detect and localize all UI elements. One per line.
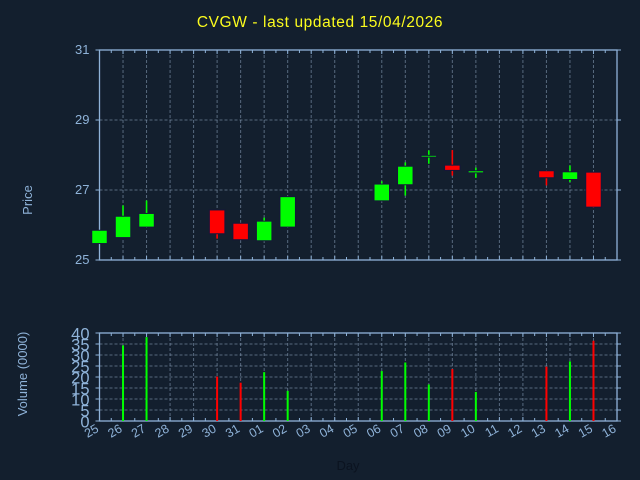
svg-text:12: 12 [505,421,524,440]
svg-text:30: 30 [200,421,219,440]
svg-text:05: 05 [341,421,360,440]
svg-text:09: 09 [435,421,454,440]
svg-text:10: 10 [458,421,477,440]
svg-text:02: 02 [270,421,289,440]
svg-text:40: 40 [71,325,89,343]
svg-text:08: 08 [411,421,430,440]
svg-text:04: 04 [317,421,336,440]
svg-text:31: 31 [75,42,89,57]
svg-text:31: 31 [223,421,242,440]
svg-text:14: 14 [552,421,571,440]
svg-text:11: 11 [483,421,501,440]
svg-text:13: 13 [529,421,548,440]
svg-text:29: 29 [176,421,195,440]
svg-text:27: 27 [75,182,89,197]
svg-text:27: 27 [129,421,148,440]
svg-text:28: 28 [153,421,172,440]
svg-text:01: 01 [247,421,266,440]
svg-text:26: 26 [105,421,124,440]
svg-text:07: 07 [388,421,407,440]
svg-text:25: 25 [75,252,89,267]
svg-text:06: 06 [364,421,383,440]
svg-text:15: 15 [576,421,595,440]
svg-text:03: 03 [294,421,313,440]
svg-text:29: 29 [75,112,89,127]
svg-text:16: 16 [599,421,618,440]
